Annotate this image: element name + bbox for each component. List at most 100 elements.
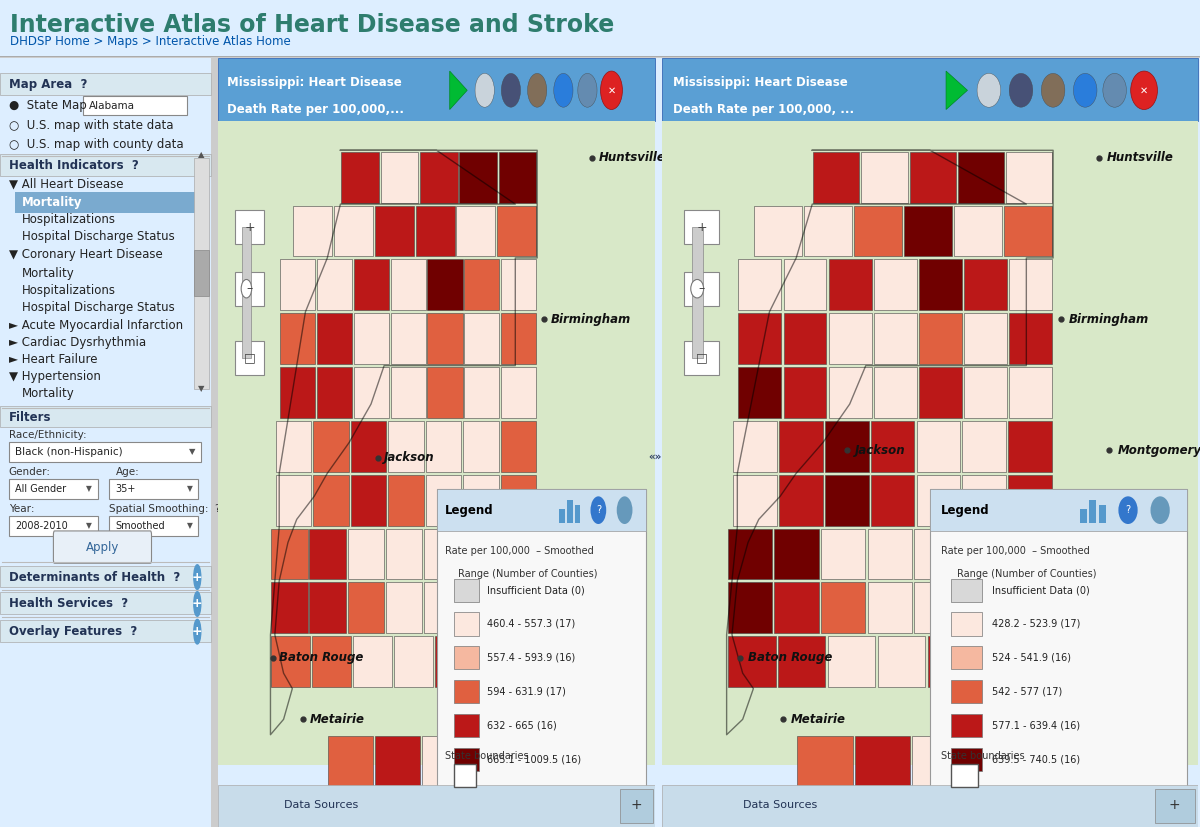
Bar <box>914 582 959 633</box>
Bar <box>394 636 433 687</box>
Bar <box>804 206 852 256</box>
Bar <box>242 227 251 358</box>
Bar <box>868 528 912 580</box>
Bar <box>16 192 203 213</box>
Text: Legend: Legend <box>941 504 989 517</box>
Bar <box>235 272 264 306</box>
Bar <box>738 313 781 364</box>
Bar <box>310 528 346 580</box>
Circle shape <box>194 591 200 616</box>
Bar <box>464 367 499 418</box>
Circle shape <box>1151 496 1170 524</box>
Bar <box>1008 528 1052 580</box>
Bar <box>919 260 962 310</box>
Bar <box>862 152 907 203</box>
Text: Age:: Age: <box>115 466 139 476</box>
Text: All Gender: All Gender <box>16 484 66 494</box>
Bar <box>1008 421 1052 471</box>
Text: DHDSP Home > Maps > Interactive Atlas Home: DHDSP Home > Maps > Interactive Atlas Ho… <box>10 35 290 48</box>
Bar <box>854 206 902 256</box>
Text: Death Rate per 100,000,...: Death Rate per 100,000,... <box>227 103 403 117</box>
Text: –: – <box>698 282 704 295</box>
Bar <box>497 206 536 256</box>
Bar <box>218 121 655 766</box>
Bar <box>662 785 1198 827</box>
Bar <box>692 227 702 358</box>
Bar <box>354 260 389 310</box>
Bar <box>1006 152 1052 203</box>
Bar <box>0 592 211 614</box>
Bar <box>427 260 462 310</box>
Bar <box>854 736 910 827</box>
Bar <box>662 58 1198 121</box>
Bar <box>427 313 462 364</box>
Bar <box>914 528 959 580</box>
Bar <box>952 714 983 737</box>
Text: State boundaries: State boundaries <box>445 751 529 761</box>
Text: Mississippi: Heart Disease: Mississippi: Heart Disease <box>673 75 848 88</box>
Bar <box>391 260 426 310</box>
Text: Interactive Atlas of Heart Disease and Stroke: Interactive Atlas of Heart Disease and S… <box>10 12 614 36</box>
Bar <box>912 736 967 827</box>
Bar <box>502 367 536 418</box>
Bar <box>475 636 515 687</box>
Text: 665.1 - 1009.5 (16): 665.1 - 1009.5 (16) <box>487 754 581 764</box>
Bar <box>454 646 480 669</box>
Text: ?: ? <box>596 505 601 515</box>
Bar <box>575 504 581 523</box>
Bar <box>0 620 211 642</box>
Text: Hospital Discharge Status: Hospital Discharge Status <box>22 230 174 243</box>
Bar <box>1009 367 1052 418</box>
Circle shape <box>1009 74 1033 108</box>
Bar <box>829 367 871 418</box>
Text: Baton Rouge: Baton Rouge <box>748 652 833 664</box>
Bar <box>211 58 218 827</box>
Bar <box>958 152 1004 203</box>
Bar <box>784 367 827 418</box>
Bar <box>930 489 1187 531</box>
Bar <box>0 154 211 175</box>
FancyBboxPatch shape <box>109 515 198 536</box>
Bar <box>424 582 460 633</box>
Bar <box>964 260 1007 310</box>
Text: Hospitalizations: Hospitalizations <box>22 284 115 297</box>
FancyBboxPatch shape <box>8 479 98 499</box>
Bar <box>954 206 1002 256</box>
Bar <box>774 582 818 633</box>
Bar <box>415 206 455 256</box>
Bar <box>1090 500 1097 523</box>
FancyBboxPatch shape <box>109 479 198 499</box>
Text: 460.4 - 557.3 (17): 460.4 - 557.3 (17) <box>487 619 575 629</box>
Bar <box>952 613 983 635</box>
Text: Black (non-Hispanic): Black (non-Hispanic) <box>16 447 122 457</box>
Bar <box>917 421 960 471</box>
Bar <box>499 152 536 203</box>
Text: ▼: ▼ <box>188 447 196 457</box>
Circle shape <box>194 619 200 644</box>
Bar <box>962 475 1006 525</box>
Text: Hospital Discharge Status: Hospital Discharge Status <box>22 301 174 313</box>
Text: Birmingham: Birmingham <box>1069 313 1150 326</box>
Bar <box>814 152 859 203</box>
Bar <box>779 475 823 525</box>
Bar <box>0 405 211 427</box>
Bar <box>868 582 912 633</box>
Bar <box>464 313 499 364</box>
Bar <box>460 152 497 203</box>
Text: ✕: ✕ <box>1140 85 1148 95</box>
Circle shape <box>553 74 574 108</box>
Bar <box>871 475 914 525</box>
Bar <box>456 206 496 256</box>
Bar <box>454 764 476 787</box>
Bar <box>462 528 498 580</box>
Bar <box>738 260 781 310</box>
Text: Legend: Legend <box>445 504 494 517</box>
Bar <box>738 367 781 418</box>
Text: State boundaries: State boundaries <box>941 751 1025 761</box>
Bar <box>376 736 420 827</box>
Bar <box>312 636 352 687</box>
Text: Race/Ethnicity:: Race/Ethnicity: <box>8 430 86 440</box>
Bar <box>919 367 962 418</box>
Bar <box>385 528 422 580</box>
Text: Jackson: Jackson <box>856 444 906 457</box>
